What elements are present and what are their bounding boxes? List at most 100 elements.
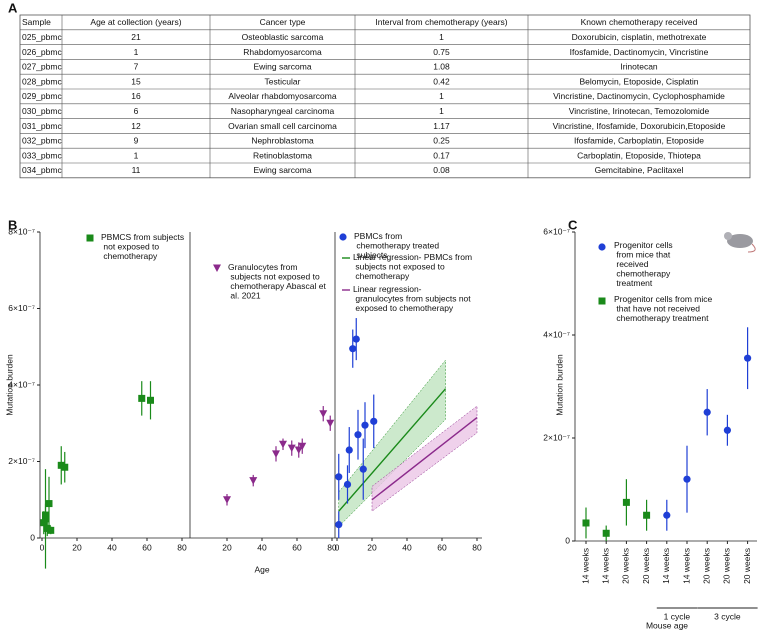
table-cell: Nephroblastoma	[251, 136, 314, 146]
y-tick-label: 6×10⁻⁷	[8, 303, 35, 313]
marker	[213, 264, 221, 272]
table-cell: Irinotecan	[620, 62, 658, 72]
x-tick-label: 20 weeks	[742, 548, 752, 584]
x-tick-label: 60	[437, 542, 447, 552]
x-tick-label: 14 weeks	[580, 548, 590, 584]
marker	[683, 475, 691, 483]
marker	[249, 477, 258, 485]
x-tick-label: 40	[107, 542, 117, 552]
table-cell: Retinoblastoma	[253, 150, 312, 160]
x-tick-label: 20 weeks	[722, 548, 732, 584]
marker	[42, 511, 49, 519]
panel-label: A	[8, 0, 18, 15]
table-frame	[19, 14, 751, 179]
group-label: 1 cycle	[664, 611, 691, 621]
marker	[643, 511, 651, 519]
table-cell: 028_pbmc	[22, 76, 62, 86]
x-tick-label: 0	[335, 542, 340, 552]
legend-label: PBMCs from chemotherapy treated subjects	[354, 231, 439, 260]
marker	[339, 233, 347, 241]
marker	[352, 335, 360, 343]
marker	[744, 354, 752, 362]
x-axis-title: Mouse age	[646, 620, 688, 630]
table-cell: Ovarian small cell carcinoma	[228, 121, 337, 131]
table-cell: Ifosfamide, Carboplatin, Etoposide	[574, 136, 704, 146]
table-cell: 12	[131, 121, 141, 131]
table-cell: 032_pbmc	[22, 136, 62, 146]
table-cell: Alveolar rhabdomyosarcoma	[228, 91, 336, 101]
legend-label: Progenitor cells from mice that received…	[614, 240, 673, 288]
y-tick-label: 4×10⁻⁷	[543, 329, 570, 339]
marker	[287, 444, 296, 453]
table-cell: 6	[134, 106, 139, 116]
marker	[598, 297, 606, 305]
x-tick-label: 14 weeks	[600, 548, 610, 584]
table-cell: Sample	[22, 17, 51, 27]
marker	[147, 396, 154, 404]
x-tick-label: 40	[402, 542, 412, 552]
table-cell: 1	[439, 32, 444, 42]
marker	[359, 465, 367, 473]
marker	[279, 440, 287, 449]
table-cell: 16	[131, 91, 141, 101]
marker	[272, 450, 280, 458]
legend-label: Progenitor cells from mice that have not…	[614, 294, 713, 323]
table-cell: 026_pbmc	[22, 47, 62, 57]
mouse-icon	[724, 232, 756, 253]
table-cell: Cancer type	[260, 17, 306, 27]
table-cell: 0.75	[433, 47, 450, 57]
marker	[86, 234, 94, 242]
y-tick-label: 0	[565, 535, 570, 545]
marker	[343, 480, 352, 489]
marker	[370, 417, 378, 425]
x-tick-label: 40	[257, 542, 267, 552]
marker	[335, 521, 343, 529]
confidence-band	[338, 359, 446, 528]
legend-label: PBMCS from subjects not exposed to chemo…	[101, 232, 184, 261]
table-cell: 030_pbmc	[22, 106, 62, 116]
table-cell: Belomycin, Etoposide, Cisplatin	[579, 76, 698, 86]
table-cell: Osteoblastic sarcoma	[242, 32, 324, 42]
table-cell: 1	[134, 150, 139, 160]
y-tick-label: 8×10⁻⁷	[8, 226, 35, 236]
table-cell: 1	[439, 91, 444, 101]
table-cell: Ewing sarcoma	[253, 165, 311, 175]
legend-label: Linear regression- granulocytes from sub…	[353, 284, 471, 313]
x-axis-title: Age	[254, 564, 269, 574]
regression-line	[338, 388, 447, 512]
marker	[298, 442, 307, 451]
table-cell: Vincristine, Dactinomycin, Cyclophospham…	[553, 91, 725, 101]
table-cell: Carboplatin, Etoposide, Thiotepa	[577, 150, 701, 160]
marker	[345, 446, 353, 454]
marker	[138, 394, 146, 402]
x-tick-label: 60	[292, 542, 302, 552]
table-cell: 1	[134, 47, 139, 57]
table-cell: 7	[134, 62, 139, 72]
table-cell: 15	[131, 76, 141, 86]
table-cell: 031_pbmc	[22, 121, 62, 131]
table-cell: 1.17	[433, 121, 450, 131]
marker	[361, 421, 369, 429]
table-cell: Gemcitabine, Paclitaxel	[595, 165, 684, 175]
x-tick-label: 14 weeks	[661, 548, 671, 584]
table-cell: 0.25	[433, 136, 450, 146]
group-label: 3 cycle	[714, 611, 741, 621]
legend-label: Granulocytes from subjects not exposed t…	[228, 262, 326, 301]
x-tick-label: 60	[142, 542, 152, 552]
x-tick-label: 20	[367, 542, 377, 552]
x-tick-label: 80	[327, 542, 337, 552]
table-cell: 1.08	[433, 62, 450, 72]
x-tick-label: 14 weeks	[681, 548, 691, 584]
marker	[294, 446, 303, 455]
marker	[598, 243, 606, 251]
y-tick-label: 4×10⁻⁷	[8, 379, 35, 389]
x-tick-label: 0	[40, 542, 45, 552]
x-tick-label: 80	[472, 542, 482, 552]
marker	[582, 519, 590, 527]
table-cell: Known chemotherapy received	[581, 17, 698, 27]
legend-label: Linear regression- PBMCs from subjects n…	[353, 252, 472, 281]
y-tick-label: 6×10⁻⁷	[543, 226, 570, 236]
marker	[223, 496, 231, 504]
marker	[622, 498, 630, 506]
